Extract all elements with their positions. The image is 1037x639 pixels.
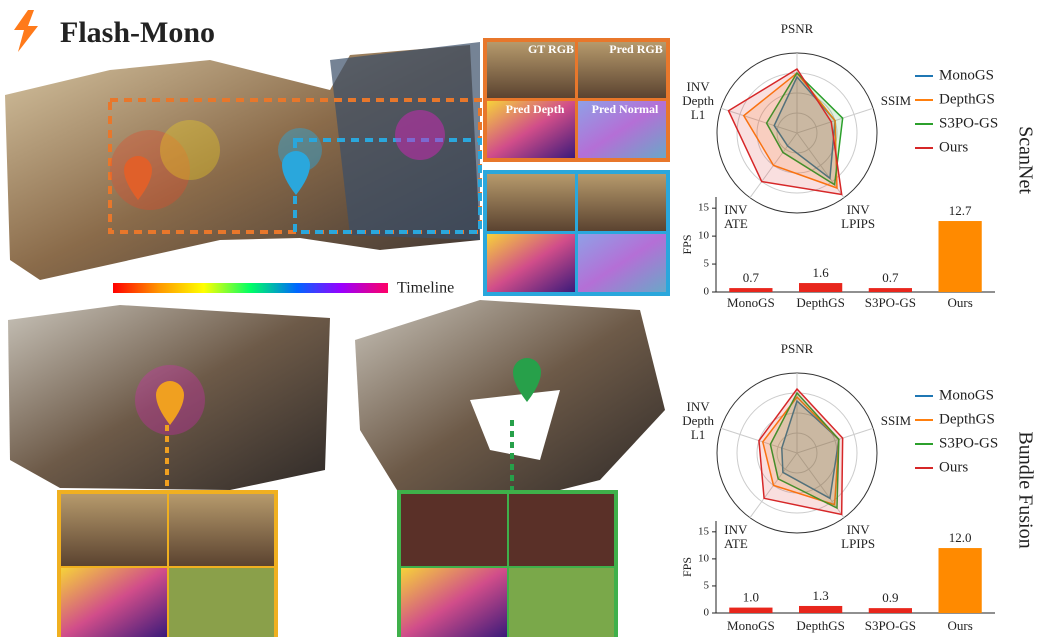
legend-label: Ours <box>939 139 968 155</box>
value-label: 0.9 <box>882 590 898 605</box>
radar-series <box>729 69 842 194</box>
legend-label: S3PO-GS <box>939 115 998 131</box>
legend-label: MonoGS <box>939 387 994 403</box>
x-tick-label: Ours <box>947 618 972 633</box>
value-label: 1.6 <box>813 265 830 280</box>
x-tick-label: Ours <box>947 295 972 310</box>
bar <box>799 606 842 613</box>
value-label: 12.7 <box>949 203 972 218</box>
x-tick-label: S3PO-GS <box>865 295 916 310</box>
logo <box>14 10 38 52</box>
y-tick-label: 0 <box>704 607 710 619</box>
x-tick-label: DepthGS <box>796 295 844 310</box>
value-label: 12.0 <box>949 530 972 545</box>
dataset-label: Bundle Fusion <box>1014 431 1037 548</box>
timeline-label: Timeline <box>397 280 454 297</box>
axis-label: PSNR <box>775 22 819 36</box>
axis-label: SSIM <box>874 414 918 428</box>
axis-label: INV Depth L1 <box>676 80 720 122</box>
x-tick-label: DepthGS <box>796 618 844 633</box>
y-tick-label: 15 <box>698 202 710 214</box>
bottom-scenes <box>8 300 665 637</box>
title: Flash-Mono <box>60 16 215 49</box>
inset-label: Pred Normal <box>592 102 659 116</box>
bar <box>869 608 912 613</box>
legend-label: Ours <box>939 459 968 475</box>
bar <box>939 548 982 613</box>
value-label: 1.0 <box>743 590 759 605</box>
y-axis-label: FPS <box>680 234 694 254</box>
value-label: 0.7 <box>882 270 899 285</box>
inset-label: Pred RGB <box>609 42 662 56</box>
value-label: 1.3 <box>813 588 829 603</box>
axis-label: INV Depth L1 <box>676 400 720 442</box>
x-tick-label: S3PO-GS <box>865 618 916 633</box>
x-tick-label: MonoGS <box>727 618 775 633</box>
y-tick-label: 10 <box>698 552 710 564</box>
bar <box>729 288 772 292</box>
bar <box>799 283 842 292</box>
y-tick-label: 15 <box>698 525 710 537</box>
y-tick-label: 5 <box>704 579 710 591</box>
y-tick-label: 10 <box>698 230 710 242</box>
figure: Flash-Mono Timeline GT RGB Pred RGB Pred… <box>0 0 1037 639</box>
axis-label: PSNR <box>775 342 819 356</box>
inset-top: GT RGB Pred RGB Pred Depth Pred Normal <box>483 38 670 296</box>
inset-label: Pred Depth <box>506 102 565 116</box>
axis-label: INV ATE <box>714 203 758 231</box>
dataset-label: ScanNet <box>1014 126 1037 194</box>
bar <box>729 608 772 613</box>
axis-label: INV LPIPS <box>836 523 880 551</box>
legend-label: DepthGS <box>939 411 995 427</box>
inset-label: GT RGB <box>528 42 574 56</box>
radar-series <box>759 389 843 514</box>
axis-label: SSIM <box>874 94 918 108</box>
top-scene: Timeline <box>5 42 480 297</box>
legend-label: S3PO-GS <box>939 435 998 451</box>
y-tick-label: 0 <box>704 286 710 298</box>
axis-label: INV LPIPS <box>836 203 880 231</box>
y-axis-label: FPS <box>680 557 694 577</box>
bar <box>939 221 982 292</box>
legend-label: DepthGS <box>939 91 995 107</box>
axis-label: INV ATE <box>714 523 758 551</box>
y-tick-label: 5 <box>704 258 710 270</box>
x-tick-label: MonoGS <box>727 295 775 310</box>
bar <box>869 288 912 292</box>
legend-label: MonoGS <box>939 67 994 83</box>
value-label: 0.7 <box>743 270 760 285</box>
